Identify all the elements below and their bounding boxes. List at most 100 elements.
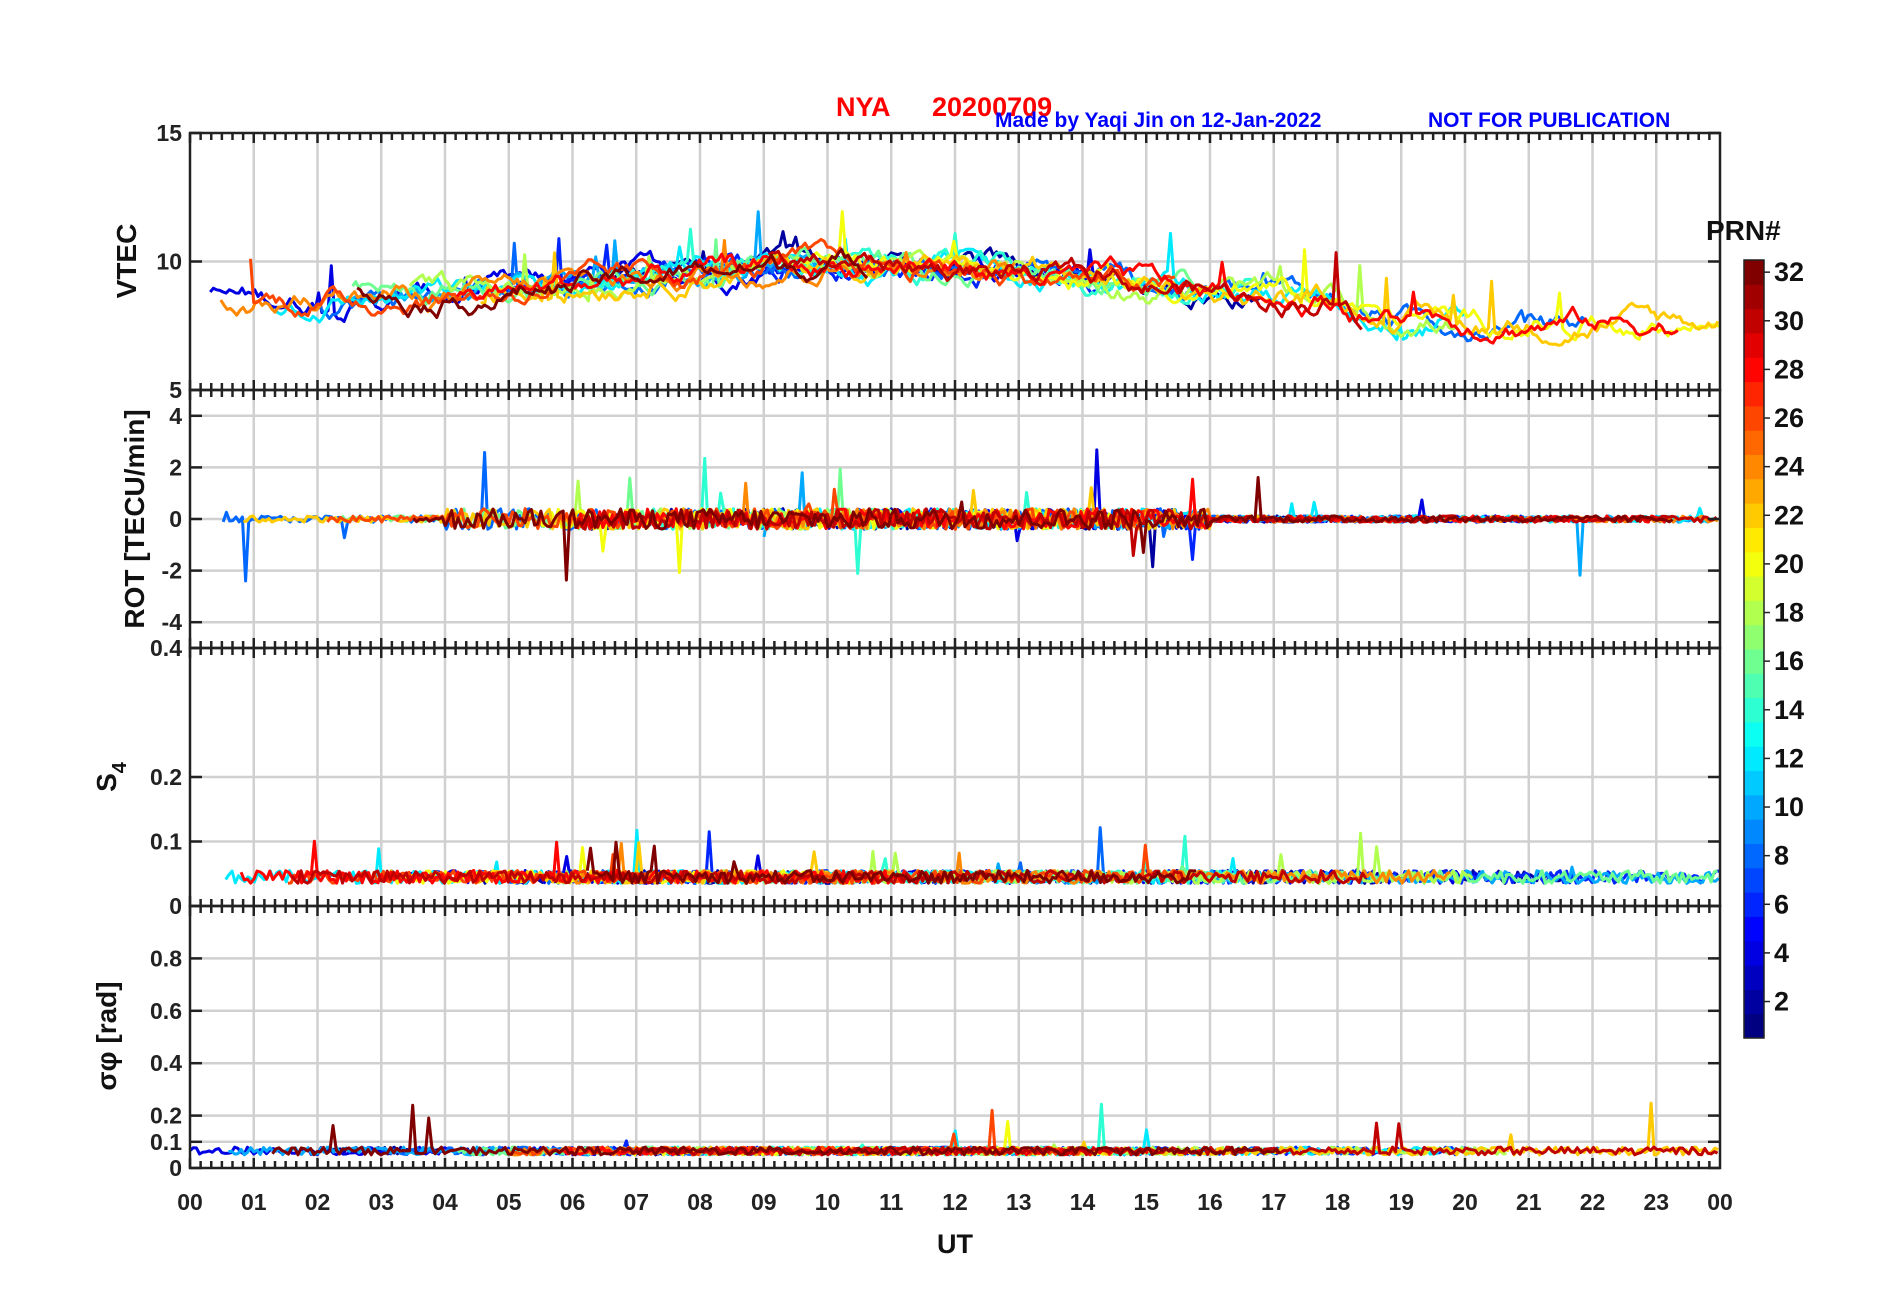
y-tick-label: 2 <box>169 454 182 480</box>
colorbar-swatch-25 <box>1744 430 1764 455</box>
series-line-prn-22 <box>480 251 1720 347</box>
colorbar-swatch-32 <box>1744 260 1764 285</box>
colorbar-swatch-2 <box>1744 989 1764 1015</box>
colorbar-tick-label: 2 <box>1774 987 1789 1017</box>
x-tick-label: 08 <box>687 1189 713 1215</box>
y-tick-label: 0.2 <box>150 764 182 790</box>
series-group-sigma <box>190 1101 1719 1157</box>
ylabel-rot: ROT [TECU/min] <box>119 409 150 628</box>
y-tick-label: -4 <box>162 609 183 635</box>
x-tick-label: 19 <box>1388 1189 1414 1215</box>
series-line-prn-32 <box>356 248 869 320</box>
title-station: NYA <box>836 92 891 122</box>
colorbar-tick-label: 22 <box>1774 500 1804 530</box>
colorbar-swatch-20 <box>1744 551 1764 577</box>
y-tick-label: 0.4 <box>150 635 182 661</box>
ylabel-sigma: σφ [rad] <box>91 981 122 1090</box>
x-tick-label: 05 <box>496 1189 522 1215</box>
colorbar-swatch-18 <box>1744 600 1764 626</box>
colorbar-swatch-14 <box>1744 697 1764 723</box>
series-line-prn-30 <box>767 249 1363 331</box>
colorbar-swatch-15 <box>1744 673 1764 699</box>
y-tick-label: 0.1 <box>150 829 182 855</box>
colorbar-swatch-19 <box>1744 576 1764 601</box>
colorbar-swatch-26 <box>1744 405 1764 431</box>
panel-vtec: 10 15 <box>156 120 1722 392</box>
colorbar-swatch-6 <box>1744 892 1764 917</box>
colorbar-tick-label: 28 <box>1774 354 1804 384</box>
x-tick-label: 18 <box>1325 1189 1351 1215</box>
x-tick-label: 22 <box>1580 1189 1606 1215</box>
x-tick-label: 13 <box>1006 1189 1032 1215</box>
colorbar-tick-label: 18 <box>1774 598 1804 628</box>
x-tick-label: 10 <box>815 1189 841 1215</box>
x-tick-label: 00 <box>177 1189 203 1215</box>
colorbar-swatch-31 <box>1744 284 1764 310</box>
y-tick-label: 0.4 <box>150 1050 182 1076</box>
title-notice: NOT FOR PUBLICATION <box>1428 109 1670 132</box>
colorbar-swatch-17 <box>1744 624 1764 650</box>
y-tick-label: 10 <box>156 249 182 275</box>
colorbar-swatch-9 <box>1744 819 1764 844</box>
series-line-prn-32 <box>412 476 1674 582</box>
colorbar-swatch-29 <box>1744 332 1764 358</box>
x-tick-label: 16 <box>1197 1189 1223 1215</box>
x-tick-label: 07 <box>623 1189 649 1215</box>
colorbar-title: PRN# <box>1706 215 1781 246</box>
colorbar-swatch-23 <box>1744 478 1764 504</box>
series-line-prn-28 <box>455 252 1679 345</box>
series-line-prn-32 <box>271 1103 1281 1157</box>
x-tick-label: 00 <box>1707 1189 1733 1215</box>
series-line-prn-24 <box>219 239 1016 317</box>
series-group-s4 <box>224 826 1720 885</box>
colorbar-swatch-13 <box>1744 721 1764 747</box>
colorbar-swatch-1 <box>1744 1013 1764 1039</box>
colorbar-swatch-10 <box>1744 794 1764 820</box>
colorbar-tick-label: 30 <box>1774 306 1804 336</box>
colorbar-tick-label: 10 <box>1774 792 1804 822</box>
y-tick-label: 0.2 <box>150 1103 182 1129</box>
colorbar-tick-label: 32 <box>1774 257 1804 287</box>
x-tick-label: 20 <box>1452 1189 1478 1215</box>
colorbar-swatch-12 <box>1744 746 1764 772</box>
colorbar-tick-label: 14 <box>1774 695 1804 725</box>
colorbar-swatch-28 <box>1744 357 1764 383</box>
panel-rot: -4 -2 0 2 45 <box>162 377 1722 650</box>
x-tick-label: 12 <box>942 1189 968 1215</box>
panel-s4: 0 0.1 0.2 0.4 <box>150 635 1722 919</box>
x-tick-label: 14 <box>1070 1189 1096 1215</box>
y-tick-label: 0 <box>169 1155 182 1181</box>
colorbar-swatch-3 <box>1744 965 1764 990</box>
colorbar-tick-label: 8 <box>1774 841 1789 871</box>
colorbar-swatch-22 <box>1744 503 1764 528</box>
x-tick-label: 17 <box>1261 1189 1287 1215</box>
title-credit: Made by Yaqi Jin on 12-Jan-2022 <box>995 109 1321 132</box>
ylabel-s4: S4 <box>91 761 131 792</box>
y-tick-label: 0 <box>169 893 182 919</box>
colorbar-swatch-21 <box>1744 527 1764 553</box>
xlabel: UT <box>937 1229 973 1259</box>
colorbar-tick-label: 20 <box>1774 549 1804 579</box>
x-tick-label: 09 <box>751 1189 777 1215</box>
y-tick-label: 0.1 <box>150 1129 182 1155</box>
y-tick-label: 0.6 <box>150 998 182 1024</box>
x-tick-labels: 00 01 02 03 04 05 06 07 08 09 10 11 12 13 14 15 16 17 18 19… <box>177 1189 1733 1215</box>
colorbar-swatch-27 <box>1744 381 1764 407</box>
colorbar-swatch-8 <box>1744 843 1764 869</box>
colorbar-gradient <box>1744 260 1764 1039</box>
x-tick-label: 21 <box>1516 1189 1542 1215</box>
y-tick-label: -2 <box>162 558 182 584</box>
series-group-rot <box>221 448 1719 583</box>
panel-sigma: 00.10.2 0.4 0.6 0.8 <box>150 904 1722 1181</box>
y-tick-label: 5 <box>169 377 182 403</box>
title-date: 20200709 <box>932 92 1052 122</box>
colorbar-swatch-16 <box>1744 649 1764 674</box>
x-tick-label: 02 <box>305 1189 331 1215</box>
colorbar-swatch-5 <box>1744 916 1764 942</box>
x-tick-label: 03 <box>368 1189 394 1215</box>
colorbar-tick-label: 12 <box>1774 743 1804 773</box>
x-tick-label: 01 <box>241 1189 267 1215</box>
ylabel-s4-sub: 4 <box>109 761 131 773</box>
colorbar-tick-label: 4 <box>1774 938 1789 968</box>
